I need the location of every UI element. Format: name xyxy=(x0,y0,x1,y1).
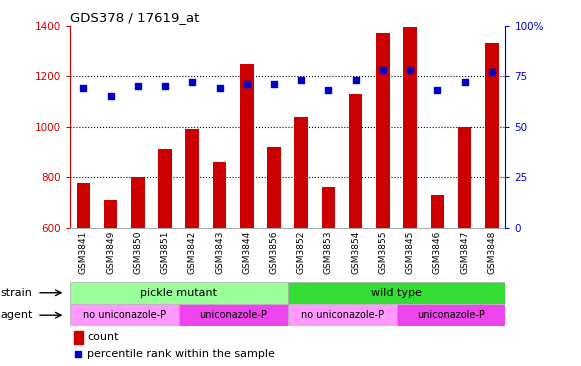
Text: GSM3853: GSM3853 xyxy=(324,230,333,274)
Point xyxy=(378,67,388,73)
Point xyxy=(242,81,252,87)
Point xyxy=(460,79,469,85)
Text: pickle mutant: pickle mutant xyxy=(140,288,217,298)
Point xyxy=(106,93,115,99)
Point xyxy=(324,87,333,93)
Point xyxy=(270,81,279,87)
Point xyxy=(351,77,360,83)
Bar xyxy=(77,183,90,228)
Bar xyxy=(349,94,363,228)
Text: uniconazole-P: uniconazole-P xyxy=(417,310,485,320)
Text: agent: agent xyxy=(1,310,33,320)
Bar xyxy=(213,162,227,228)
Bar xyxy=(485,43,498,228)
Text: wild type: wild type xyxy=(371,288,422,298)
Text: GSM3852: GSM3852 xyxy=(297,230,306,274)
Text: GSM3847: GSM3847 xyxy=(460,230,469,274)
Bar xyxy=(131,177,145,228)
FancyBboxPatch shape xyxy=(70,281,288,304)
Point xyxy=(406,67,415,73)
Text: strain: strain xyxy=(1,288,33,298)
Bar xyxy=(158,149,172,228)
Text: uniconazole-P: uniconazole-P xyxy=(199,310,267,320)
Text: percentile rank within the sample: percentile rank within the sample xyxy=(87,350,275,359)
Bar xyxy=(322,187,335,228)
Bar xyxy=(185,129,199,228)
Bar xyxy=(403,27,417,228)
FancyBboxPatch shape xyxy=(70,304,179,326)
Bar xyxy=(267,147,281,228)
Text: GSM3848: GSM3848 xyxy=(487,230,496,274)
Point xyxy=(296,77,306,83)
Point xyxy=(188,79,197,85)
Text: count: count xyxy=(87,332,119,342)
Point xyxy=(133,83,142,89)
Point xyxy=(78,85,88,91)
FancyBboxPatch shape xyxy=(179,304,288,326)
Bar xyxy=(240,64,253,228)
Text: GSM3841: GSM3841 xyxy=(79,230,88,274)
Text: GSM3856: GSM3856 xyxy=(270,230,278,274)
Point xyxy=(74,351,83,357)
FancyBboxPatch shape xyxy=(288,281,505,304)
FancyBboxPatch shape xyxy=(397,304,505,326)
Bar xyxy=(295,116,308,228)
Text: GSM3844: GSM3844 xyxy=(242,230,251,274)
Point xyxy=(433,87,442,93)
Bar xyxy=(74,331,83,344)
Text: GSM3850: GSM3850 xyxy=(133,230,142,274)
Text: GSM3855: GSM3855 xyxy=(378,230,388,274)
Text: GSM3849: GSM3849 xyxy=(106,230,115,274)
Bar xyxy=(104,200,117,228)
Text: no uniconazole-P: no uniconazole-P xyxy=(300,310,383,320)
Bar xyxy=(458,127,471,228)
Point xyxy=(160,83,170,89)
Point xyxy=(487,69,497,75)
Text: GSM3854: GSM3854 xyxy=(351,230,360,274)
Text: GSM3851: GSM3851 xyxy=(160,230,170,274)
Text: GSM3843: GSM3843 xyxy=(215,230,224,274)
Text: GSM3846: GSM3846 xyxy=(433,230,442,274)
Text: GSM3842: GSM3842 xyxy=(188,230,197,274)
Bar xyxy=(431,195,444,228)
Text: no uniconazole-P: no uniconazole-P xyxy=(83,310,166,320)
Bar xyxy=(376,33,390,228)
FancyBboxPatch shape xyxy=(288,304,397,326)
Point xyxy=(215,85,224,91)
Text: GDS378 / 17619_at: GDS378 / 17619_at xyxy=(70,11,199,25)
Text: GSM3845: GSM3845 xyxy=(406,230,415,274)
